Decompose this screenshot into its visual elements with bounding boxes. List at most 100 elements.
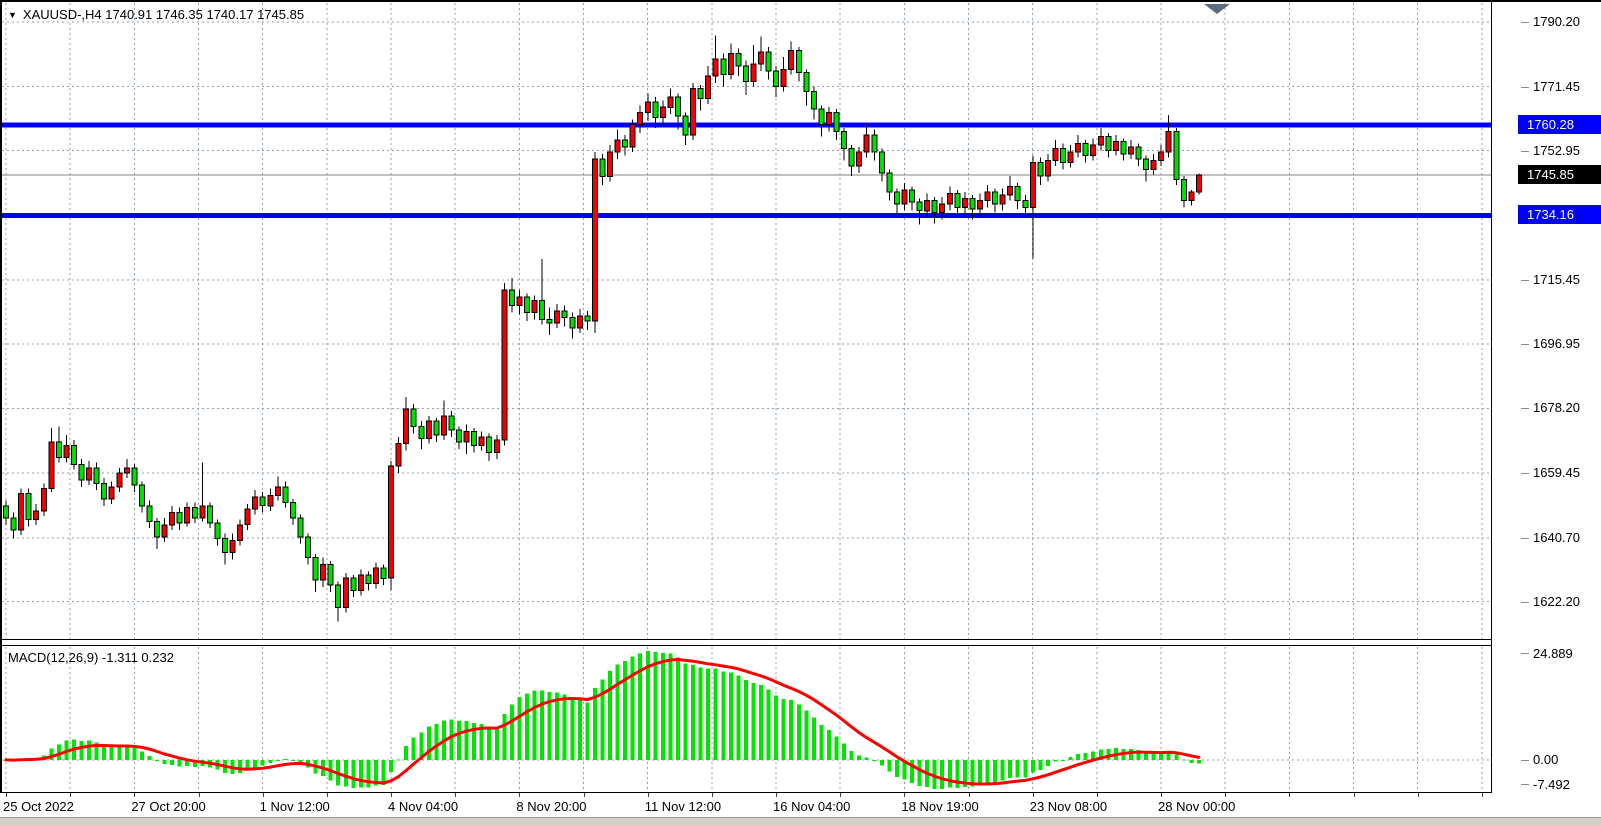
- candle: [539, 259, 545, 325]
- candle-body: [622, 139, 629, 148]
- current-price-badge: 1745.85: [1518, 165, 1601, 185]
- macd-histogram-bar: [698, 667, 703, 760]
- candle: [954, 190, 961, 216]
- candle: [297, 514, 304, 544]
- price-axis-label: 1715.45: [1533, 271, 1580, 287]
- candle-body: [591, 158, 598, 322]
- macd-histogram-bar: [139, 751, 144, 760]
- candle: [674, 93, 681, 130]
- candle: [1007, 176, 1014, 201]
- candle: [305, 533, 311, 565]
- candle-body: [1029, 161, 1036, 208]
- macd-histogram-bar: [660, 652, 665, 760]
- macd-histogram-bar: [117, 746, 122, 760]
- candle-body: [463, 431, 470, 443]
- candle-body: [1158, 151, 1165, 162]
- candle: [863, 124, 870, 158]
- macd-histogram-bar: [811, 717, 816, 760]
- time-axis-tick: [840, 793, 842, 797]
- time-axis-tick: [1481, 793, 1483, 797]
- candle: [765, 46, 772, 80]
- candle: [607, 145, 613, 182]
- macd-histogram-bar: [358, 759, 363, 788]
- candle: [1105, 133, 1112, 158]
- candle-body: [274, 486, 281, 496]
- candle-body: [289, 501, 296, 519]
- candle: [1067, 145, 1074, 168]
- candle-body: [327, 563, 334, 586]
- time-axis-label: 27 Oct 20:00: [131, 799, 206, 814]
- macd-histogram-bar: [94, 742, 99, 760]
- candle: [1029, 155, 1036, 259]
- candle-body: [93, 467, 100, 484]
- macd-histogram-bar: [691, 664, 695, 760]
- candle: [1158, 145, 1165, 166]
- candle-body: [561, 310, 568, 319]
- candle-body: [659, 106, 666, 119]
- candle-body: [878, 151, 885, 174]
- candle: [999, 188, 1006, 211]
- candle-body: [863, 134, 870, 153]
- candle-body: [433, 420, 440, 436]
- candle: [501, 283, 508, 446]
- macd-histogram-bar: [373, 759, 378, 786]
- price-axis-label: 1696.95: [1533, 335, 1580, 351]
- candle-body: [931, 199, 938, 213]
- candle: [697, 84, 704, 111]
- macd-histogram-bar: [366, 759, 371, 788]
- macd-histogram-bar: [260, 759, 265, 766]
- candle-body: [244, 508, 251, 526]
- chart-shift-marker-icon[interactable]: [1204, 4, 1230, 14]
- candle: [667, 88, 674, 115]
- macd-histogram-bar: [502, 713, 507, 760]
- price-axis-tick: [1521, 279, 1529, 281]
- macd-indicator-panel[interactable]: [2, 646, 1491, 792]
- time-axis-label: 18 Nov 19:00: [901, 799, 979, 814]
- candle: [237, 519, 243, 546]
- price-chart-panel[interactable]: [2, 2, 1491, 639]
- macd-histogram-bar: [706, 668, 711, 760]
- candle-body: [55, 441, 62, 458]
- candle-body: [969, 198, 976, 210]
- candle-body: [154, 520, 160, 538]
- macd-axis-label: 24.889: [1533, 646, 1573, 661]
- price-axis-label: 1678.20: [1533, 400, 1580, 416]
- candle: [644, 93, 651, 121]
- macd-histogram-bar: [759, 685, 763, 760]
- candle-body: [25, 493, 32, 521]
- macd-histogram-bar: [864, 757, 869, 760]
- macd-histogram-bar: [109, 747, 114, 760]
- candle-body: [810, 91, 817, 110]
- candle: [3, 500, 9, 525]
- candle: [418, 421, 425, 449]
- macd-histogram-bar: [472, 722, 477, 760]
- candle-body: [735, 53, 742, 67]
- candle: [1022, 195, 1029, 218]
- macd-indicator-label: MACD(12,26,9) -1.311 0.232: [8, 650, 174, 665]
- candle: [931, 196, 938, 224]
- panel-divider[interactable]: [2, 645, 1491, 646]
- candle-body: [1180, 179, 1187, 201]
- candle: [1128, 140, 1134, 159]
- candle: [403, 397, 410, 451]
- candle: [803, 69, 810, 106]
- support-price-badge: 1734.16: [1518, 205, 1601, 225]
- candle: [1044, 153, 1051, 182]
- macd-histogram-bar: [1166, 751, 1171, 760]
- macd-histogram-bar: [562, 694, 567, 760]
- chevron-down-icon[interactable]: ▼: [8, 10, 17, 20]
- macd-histogram-bar: [1030, 759, 1035, 773]
- candle-body: [765, 51, 772, 72]
- candle: [486, 433, 493, 461]
- macd-histogram-bar: [645, 651, 650, 760]
- macd-histogram-bar: [879, 759, 884, 766]
- macd-histogram-bar: [381, 759, 386, 785]
- panel-divider[interactable]: [2, 639, 1491, 640]
- candle: [984, 184, 991, 208]
- candle: [342, 573, 349, 613]
- candle-body: [652, 101, 659, 119]
- macd-histogram-bar: [1008, 759, 1013, 779]
- candle-body: [584, 315, 591, 322]
- candle-body: [674, 96, 681, 117]
- macd-histogram-bar: [411, 737, 416, 760]
